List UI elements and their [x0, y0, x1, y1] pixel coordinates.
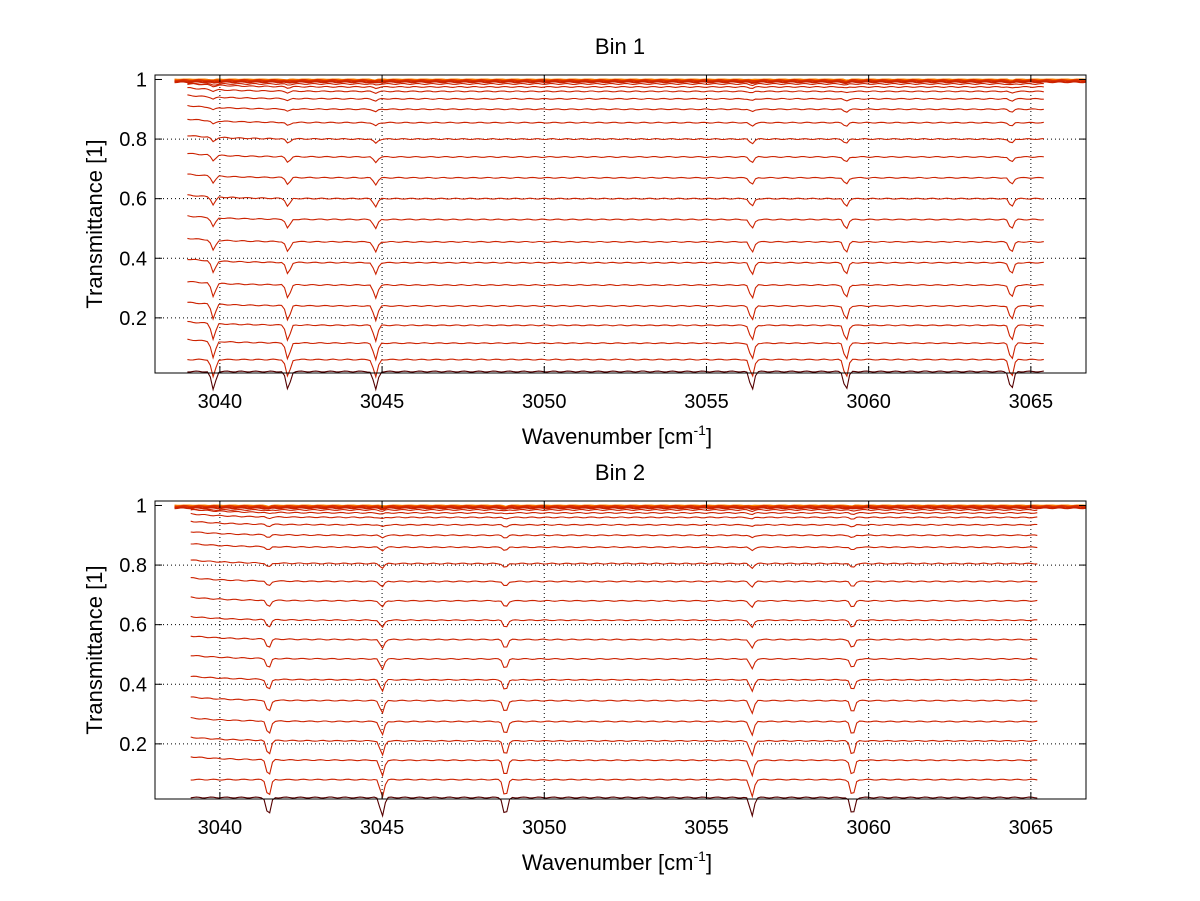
- y-tick-label: 0.2: [119, 308, 147, 330]
- series-line: [190, 635, 1038, 650]
- plot-frame-bin-1: [154, 74, 1087, 374]
- series-line: [187, 358, 1044, 379]
- x-tick-label: 3045: [360, 391, 405, 413]
- y-tick-label: 0.6: [119, 615, 147, 637]
- x-axis-label-bin-1: Wavenumber [cm-1]: [522, 422, 712, 449]
- x-axis-label-bin-2: Wavenumber [cm-1]: [522, 848, 712, 875]
- series-line: [190, 696, 1038, 715]
- plot-frame-bin-2: [154, 500, 1087, 800]
- y-tick-label: 0.8: [119, 555, 147, 577]
- x-tick-label: 3060: [846, 817, 891, 839]
- ticks-bin-2: 3040 3045 3050 3055 3060 3065 0.2 0.4 0.6 0.8 1: [119, 495, 1086, 839]
- y-tick-label: 1: [136, 495, 147, 517]
- series-line: [187, 301, 1044, 323]
- series-line: [187, 215, 1044, 230]
- y-tick-label: 0.6: [119, 189, 147, 211]
- series-line: [190, 596, 1038, 609]
- series-line: [187, 135, 1044, 145]
- panel-bin-1: Bin 1 3040 3045 3050 3055 3060 3065 0.2 0.4 0.6 0…: [82, 34, 1087, 449]
- series-line: [190, 531, 1038, 539]
- x-tick-label: 3040: [198, 391, 243, 413]
- x-tick-label: 3050: [522, 391, 567, 413]
- series-line: [187, 258, 1044, 276]
- panel-bin-2: Bin 2 3040 3045 3050 3055 3060 3065 0.2 0.4 0.6 0…: [82, 460, 1087, 875]
- grid-bin-2: [155, 501, 1086, 799]
- y-tick-label: 0.4: [119, 674, 147, 696]
- series-lines-bin-1: [174, 78, 1087, 392]
- grid-bin-1: [155, 75, 1086, 373]
- y-tick-label: 1: [136, 69, 147, 91]
- series-line: [187, 194, 1044, 208]
- y-tick-label: 0.2: [119, 734, 147, 756]
- series-line: [187, 82, 1044, 87]
- series-line: [174, 80, 1087, 85]
- x-tick-label: 3065: [1009, 817, 1054, 839]
- series-line: [187, 152, 1044, 164]
- series-line: [190, 577, 1038, 588]
- series-line: [187, 237, 1044, 254]
- y-axis-label-bin-2: Transmittance [1]: [82, 565, 107, 734]
- ticks-bin-1: 3040 3045 3050 3055 3060 3065 0.2 0.4 0.6 0.8 1: [119, 69, 1086, 413]
- x-tick-label: 3060: [846, 391, 891, 413]
- series-line: [187, 338, 1044, 362]
- series-line: [187, 82, 1044, 90]
- series-line: [187, 104, 1044, 113]
- series-line: [187, 87, 1044, 94]
- series-line: [190, 559, 1038, 570]
- x-tick-label: 3040: [198, 817, 243, 839]
- series-line: [190, 520, 1038, 528]
- series-line: [190, 543, 1038, 552]
- series-line: [174, 78, 1086, 83]
- series-line: [187, 94, 1044, 102]
- series-line: [190, 716, 1038, 737]
- x-tick-label: 3055: [684, 817, 729, 839]
- x-tick-label: 3045: [360, 817, 405, 839]
- series-line: [190, 615, 1038, 629]
- series-line: [190, 736, 1038, 757]
- x-tick-label: 3050: [522, 817, 567, 839]
- series-line: [190, 778, 1038, 799]
- y-axis-label-bin-1: Transmittance [1]: [82, 139, 107, 308]
- series-line: [174, 506, 1087, 511]
- series-line: [187, 173, 1044, 187]
- series-line: [190, 654, 1038, 671]
- x-tick-label: 3055: [684, 391, 729, 413]
- series-line: [174, 504, 1086, 509]
- series-line: [190, 508, 1038, 516]
- y-tick-label: 0.4: [119, 248, 147, 270]
- series-line: [187, 370, 1044, 392]
- series-line: [190, 796, 1038, 818]
- series-line: [190, 512, 1038, 520]
- series-line: [187, 118, 1044, 127]
- series-lines-bin-2: [174, 504, 1087, 818]
- x-tick-label: 3065: [1009, 391, 1054, 413]
- series-line: [190, 508, 1038, 513]
- chart-title-bin-1: Bin 1: [595, 34, 645, 59]
- y-tick-label: 0.8: [119, 129, 147, 151]
- series-line: [190, 756, 1038, 778]
- chart-title-bin-2: Bin 2: [595, 460, 645, 485]
- series-line: [190, 675, 1038, 693]
- series-line: [187, 320, 1044, 344]
- series-line: [187, 281, 1044, 300]
